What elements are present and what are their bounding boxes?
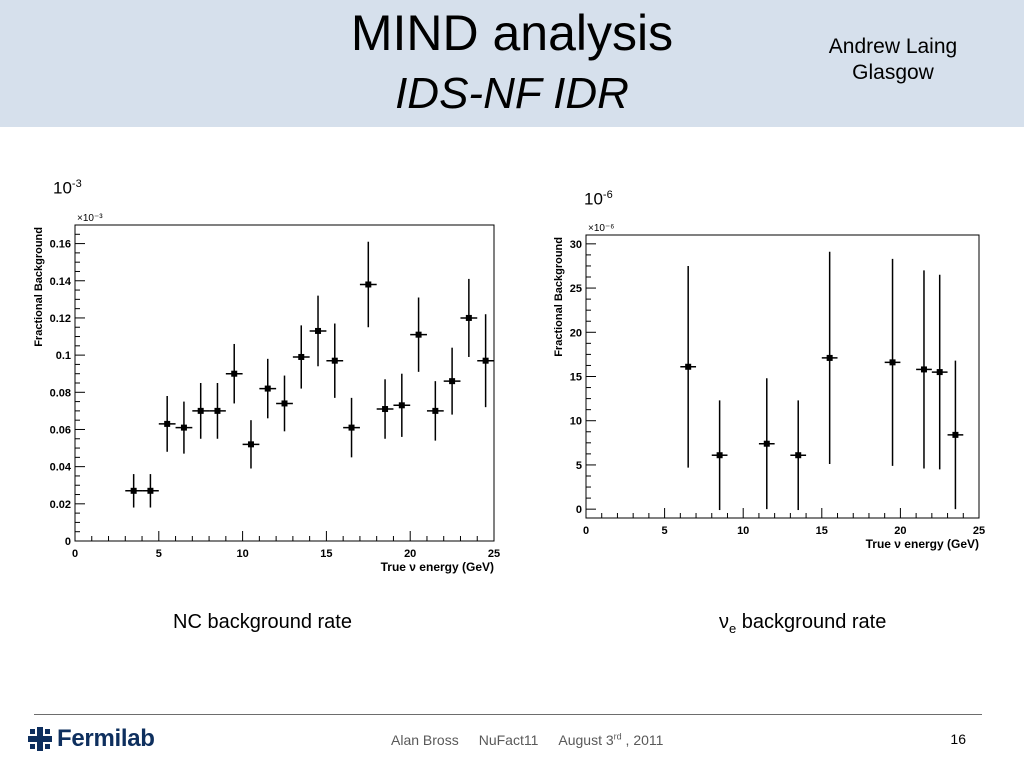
fermilab-logo: Fermilab xyxy=(26,724,155,754)
right-caption-text: background rate xyxy=(736,611,887,633)
data-point xyxy=(264,385,271,392)
x-tick-label: 15 xyxy=(816,525,828,537)
nu-symbol: ν xyxy=(719,611,729,633)
data-point xyxy=(952,431,959,438)
data-point xyxy=(936,369,943,376)
page-number: 16 xyxy=(950,731,966,747)
x-tick-label: 0 xyxy=(583,525,589,537)
slide-subtitle: IDS-NF IDR xyxy=(395,69,629,118)
data-point xyxy=(826,354,833,361)
y-axis-label: Fractional Background xyxy=(553,237,565,357)
nu-subscript: e xyxy=(729,621,737,636)
data-point xyxy=(920,366,927,373)
data-point xyxy=(315,327,322,334)
axis-scale-label: ×10⁻³ xyxy=(77,213,103,224)
right-scale-exponent: -6 xyxy=(602,189,613,201)
y-tick-label: 25 xyxy=(570,283,582,295)
data-point xyxy=(763,440,770,447)
slide-title: MIND analysis xyxy=(350,5,674,61)
right-scale-base: 10 xyxy=(584,189,603,209)
data-point xyxy=(247,441,254,448)
author-name: Andrew Laing xyxy=(828,35,958,58)
data-point xyxy=(415,331,422,338)
data-point xyxy=(432,407,439,414)
x-axis-label: True ν energy (GeV) xyxy=(866,537,979,551)
data-point xyxy=(331,357,338,364)
data-point xyxy=(164,420,171,427)
data-point xyxy=(298,353,305,360)
x-tick-label: 10 xyxy=(236,548,248,560)
nc-background-chart: 0 5 10 15 20 25 0 0.02 0.04 0.06 0.08 0.1 0.12 0.14 0.… xyxy=(33,213,500,574)
y-tick-label: 0.1 xyxy=(56,350,71,362)
y-tick-label: 0.02 xyxy=(50,499,71,511)
footer-event: NuFact11 xyxy=(478,731,539,748)
author-affiliation: Glasgow xyxy=(852,61,934,84)
x-tick-label: 25 xyxy=(488,548,500,560)
y-tick-label: 0.16 xyxy=(50,239,71,251)
x-tick-label: 0 xyxy=(72,548,78,560)
left-scale-exponent: -3 xyxy=(71,178,82,190)
y-tick-label: 0.12 xyxy=(50,313,71,325)
x-axis-label: True ν energy (GeV) xyxy=(381,560,494,574)
y-tick-label: 0.08 xyxy=(50,387,71,399)
left-scale-annotation: 10-3 xyxy=(53,178,82,199)
data-point xyxy=(365,281,372,288)
y-tick-label: 0.06 xyxy=(50,424,71,436)
data-point xyxy=(398,402,405,409)
author-block: Andrew Laing Glasgow xyxy=(800,34,986,86)
fermilab-wordmark: Fermilab xyxy=(57,725,155,752)
footer-divider xyxy=(34,714,982,715)
x-tick-label: 5 xyxy=(156,548,162,560)
data-point xyxy=(214,407,221,414)
x-tick-label: 25 xyxy=(973,525,985,537)
fermilab-logo-icon xyxy=(28,727,52,751)
plot-frame xyxy=(585,234,980,519)
data-point xyxy=(889,359,896,366)
y-tick-label: 10 xyxy=(570,416,582,428)
x-tick-label: 5 xyxy=(662,525,668,537)
data-point xyxy=(685,363,692,370)
right-scale-annotation: 10-6 xyxy=(584,189,613,210)
title-banner xyxy=(0,0,1024,127)
data-point xyxy=(130,487,137,494)
data-point xyxy=(197,407,204,414)
footer-presenter: Alan Bross xyxy=(391,731,459,748)
y-tick-label: 0 xyxy=(65,536,71,548)
footer-date: August 3rd , 2011 xyxy=(558,731,664,748)
right-caption: νe background rate xyxy=(719,611,886,636)
data-point xyxy=(795,452,802,459)
data-point xyxy=(482,357,489,364)
y-tick-label: 0.04 xyxy=(50,462,72,474)
data-point xyxy=(449,378,456,385)
y-axis-label: Fractional Background xyxy=(33,227,45,347)
y-tick-label: 0.14 xyxy=(50,276,72,288)
data-point xyxy=(382,406,389,413)
data-point xyxy=(147,487,154,494)
nue-background-chart: 0 5 10 15 20 25 0 5 10 15 20 25 30 True ν energy (GeV… xyxy=(553,223,985,551)
x-tick-label: 10 xyxy=(737,525,749,537)
y-tick-label: 30 xyxy=(570,239,582,251)
y-tick-label: 15 xyxy=(570,372,582,384)
y-tick-label: 20 xyxy=(570,327,582,339)
y-tick-label: 0 xyxy=(576,504,582,516)
x-tick-label: 20 xyxy=(894,525,906,537)
data-point xyxy=(465,314,472,321)
x-tick-label: 20 xyxy=(404,548,416,560)
y-tick-label: 5 xyxy=(576,460,582,472)
data-point xyxy=(180,424,187,431)
footer-info: Alan Bross NuFact11 August 3rd , 2011 xyxy=(391,731,663,748)
data-point xyxy=(281,400,288,407)
left-scale-base: 10 xyxy=(53,178,72,198)
axis-scale-label: ×10⁻⁶ xyxy=(588,223,614,234)
data-point xyxy=(231,370,238,377)
data-point xyxy=(348,424,355,431)
data-point xyxy=(716,452,723,459)
left-caption: NC background rate xyxy=(173,611,352,633)
x-tick-label: 15 xyxy=(320,548,332,560)
